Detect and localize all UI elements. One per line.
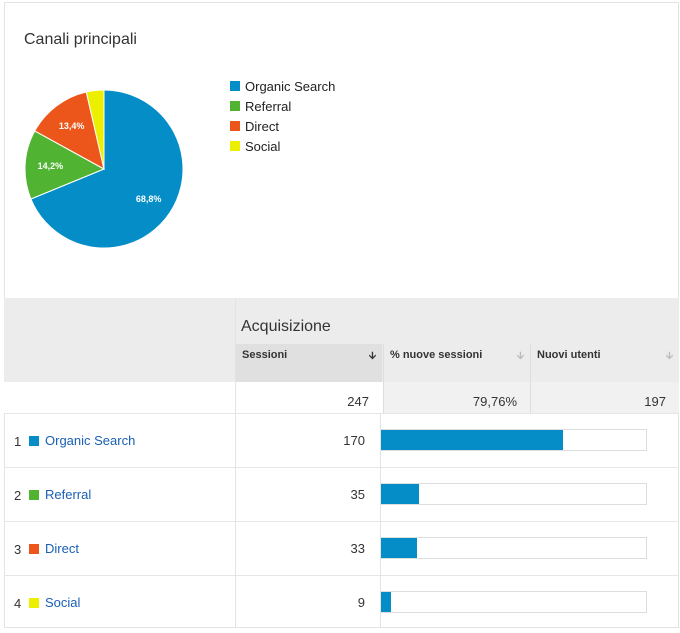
row-bar-fill <box>381 484 419 504</box>
column-header-sessions[interactable]: Sessioni 🡫 <box>236 344 382 382</box>
pie-slice-social[interactable] <box>85 89 105 170</box>
table-row: 4 Social 9 <box>4 575 679 629</box>
row-sessions: 33 <box>350 541 365 556</box>
total-new-sessions: 79,76% <box>383 382 530 413</box>
row-index: 2 <box>14 488 22 503</box>
column-header-label: % nuove sessioni <box>390 349 483 361</box>
legend-item-referral[interactable]: Referral <box>230 96 335 116</box>
pie-slice-label: 13,4% <box>59 121 85 131</box>
row-link[interactable]: Organic Search <box>45 433 136 448</box>
pie-slice-direct[interactable] <box>34 91 105 170</box>
pie-slice-referral[interactable] <box>24 130 106 200</box>
row-bar-fill <box>381 538 417 558</box>
legend-label: Social <box>245 138 281 154</box>
row-bar <box>380 591 647 613</box>
row-link[interactable]: Direct <box>45 541 79 556</box>
pie-chart: 68,8% 14,2% 13,4% <box>24 89 184 249</box>
totals-spacer <box>4 382 235 413</box>
acquisition-title: Acquisizione <box>241 318 331 335</box>
legend-label: Organic Search <box>245 78 336 94</box>
legend-swatch <box>230 101 240 111</box>
pie-slice-label: 14,2% <box>38 161 64 171</box>
table-row: 2 Referral 35 <box>4 467 679 521</box>
legend-item-direct[interactable]: Direct <box>230 116 335 136</box>
legend-label: Direct <box>245 118 279 134</box>
column-header-new-sessions[interactable]: % nuove sessioni 🡫 <box>383 344 530 382</box>
table-row: 1 Organic Search 170 <box>4 413 679 467</box>
legend-label: Referral <box>245 98 292 114</box>
row-bar <box>380 537 647 559</box>
arrow-down-icon: 🡫 <box>665 351 673 362</box>
legend-item-social[interactable]: Social <box>230 136 335 156</box>
row-link[interactable]: Referral <box>45 487 92 502</box>
total-new-users: 197 <box>530 382 679 413</box>
pie-slice-label: 68,8% <box>136 194 162 204</box>
pie-slice-organic-search[interactable] <box>30 89 184 249</box>
column-header-label: Sessioni <box>242 349 288 361</box>
arrow-down-icon: 🡫 <box>516 351 524 362</box>
row-sessions: 170 <box>343 433 365 448</box>
row-sessions: 9 <box>357 595 365 610</box>
row-bar-fill <box>381 592 391 612</box>
legend-swatch <box>230 81 240 91</box>
row-bar <box>380 483 647 505</box>
row-color-swatch <box>29 436 39 446</box>
row-color-swatch <box>29 598 39 608</box>
arrow-down-icon: 🡫 <box>368 351 376 362</box>
table-row: 3 Direct 33 <box>4 521 679 575</box>
legend-swatch <box>230 121 240 131</box>
column-header-label: Nuovi utenti <box>537 349 601 361</box>
card-title: Canali principali <box>24 31 137 48</box>
row-index: 1 <box>14 434 22 449</box>
row-index: 3 <box>14 542 22 557</box>
row-bar-fill <box>381 430 564 450</box>
column-divider <box>380 413 381 628</box>
row-sessions: 35 <box>350 487 365 502</box>
legend-item-organic-search[interactable]: Organic Search <box>230 76 335 96</box>
row-color-swatch <box>29 490 39 500</box>
chart-legend: Organic Search Referral Direct Social <box>230 76 335 156</box>
acquisition-header <box>235 298 679 344</box>
column-divider <box>235 298 236 628</box>
row-link[interactable]: Social <box>45 595 81 610</box>
total-sessions: 247 <box>236 382 382 413</box>
row-bar <box>380 429 647 451</box>
legend-swatch <box>230 141 240 151</box>
column-header-new-users[interactable]: Nuovi utenti 🡫 <box>530 344 679 382</box>
row-color-swatch <box>29 544 39 554</box>
row-index: 4 <box>14 596 22 611</box>
